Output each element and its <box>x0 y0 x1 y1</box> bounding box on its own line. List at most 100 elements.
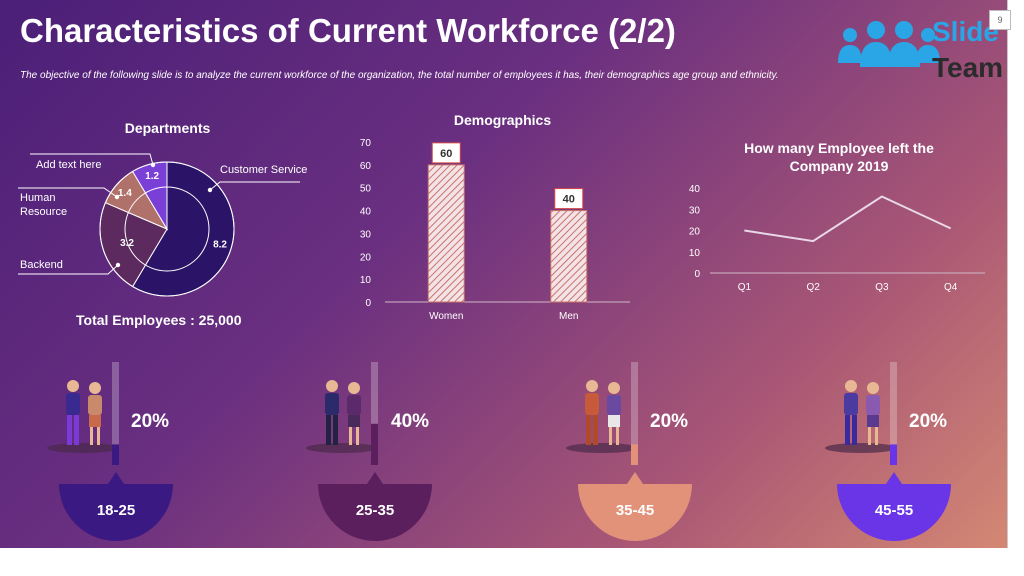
callout-dot-2 <box>114 194 120 200</box>
figure-skirt-b-3 <box>867 415 879 427</box>
figure-skirt-b-2 <box>608 415 620 427</box>
callout-line-human-resource <box>18 187 118 198</box>
figure-leg-a1-1 <box>326 415 331 445</box>
figure-leg-a2-3 <box>852 415 857 445</box>
age-half-disc-3 <box>837 484 951 541</box>
bar-ytick-2: 20 <box>360 252 372 263</box>
donut-value-label-0: 8.2 <box>213 240 227 251</box>
figure-leg-b1-1 <box>349 427 352 445</box>
bar-ytick-3: 30 <box>360 229 372 240</box>
figure-body-a-2 <box>585 393 599 415</box>
age-label-1: 18-25 <box>96 502 136 519</box>
donut-value-label-3: 1.2 <box>145 171 159 182</box>
figure-head-b-3 <box>867 382 879 394</box>
age-percent-2: 40% <box>391 411 430 432</box>
age-label-2: 25-35 <box>355 502 395 519</box>
figure-leg-b2-3 <box>875 427 878 445</box>
business-couple-icon <box>325 380 361 445</box>
figure-head-a-1 <box>326 380 338 392</box>
bar-value-label-0: 60 <box>440 148 452 160</box>
figure-leg-b1-0 <box>90 427 93 445</box>
figure-leg-a1-0 <box>67 415 72 445</box>
callout-human-resource-1: Human <box>20 192 56 204</box>
figure-head-b-2 <box>608 382 620 394</box>
line-xtick-3: Q4 <box>944 282 958 293</box>
bar-xtick-1: Men <box>559 311 578 322</box>
age-half-disc-0 <box>59 484 173 541</box>
age-pointer-0 <box>108 472 124 484</box>
figure-body-a-1 <box>325 393 339 415</box>
age-percent-1: 20% <box>131 411 170 432</box>
page-number: 9 <box>989 10 1011 30</box>
figure-body-a-0 <box>66 393 80 415</box>
age-bar-fill-0 <box>112 444 119 465</box>
demographics-title: Demographics <box>453 112 552 128</box>
bar-ytick-1: 10 <box>360 275 372 286</box>
age-percent-3: 20% <box>650 411 689 432</box>
age-pointer-3 <box>886 472 902 484</box>
figure-leg-a2-0 <box>74 415 79 445</box>
donut-outer-ring <box>99 161 235 297</box>
figure-leg-b1-2 <box>609 427 612 445</box>
figure-body-b-1 <box>347 395 361 415</box>
bar-0 <box>427 164 465 303</box>
callout-add-text: Add text here <box>36 159 102 171</box>
line-ytick-4: 40 <box>689 184 701 195</box>
departments-title: Departments <box>124 120 211 136</box>
bar-label-box-1 <box>554 188 584 210</box>
senior-couple-icon <box>844 380 880 445</box>
bar-ytick-0: 0 <box>365 298 371 309</box>
figure-skirt-b-0 <box>89 415 101 427</box>
figure-leg-a2-2 <box>593 415 598 445</box>
donut-value-label-2: 1.4 <box>118 188 132 199</box>
line-xtick-1: Q2 <box>806 282 820 293</box>
age-pointer-1 <box>367 472 383 484</box>
line-ytick-3: 30 <box>689 205 701 216</box>
logo-text-team: Team <box>932 52 1004 83</box>
figure-head-a-2 <box>586 380 598 392</box>
figure-body-b-2 <box>607 395 621 415</box>
age-bar-track-1 <box>371 362 378 465</box>
age-label-3: 35-45 <box>615 502 655 519</box>
callout-dot-0 <box>207 187 213 193</box>
donut-inner-ring <box>124 186 210 272</box>
attrition-title-line2: Company 2019 <box>789 158 889 174</box>
line-xtick-0: Q1 <box>738 282 752 293</box>
callout-dot-3 <box>115 262 121 268</box>
departments-donut-chart: 8.23.21.41.2 <box>18 153 300 297</box>
figure-leg-b2-1 <box>356 427 359 445</box>
bottom-margin <box>0 548 1024 576</box>
figure-leg-a2-1 <box>333 415 338 445</box>
bar-1 <box>550 210 588 303</box>
callout-line-backend <box>18 264 119 275</box>
right-margin <box>1008 0 1024 548</box>
figure-shadow-1 <box>306 443 378 453</box>
line-ytick-2: 20 <box>689 227 701 238</box>
figure-leg-b1-3 <box>868 427 871 445</box>
young-couple-icon <box>66 380 102 445</box>
bar-value-label-1: 40 <box>563 194 575 206</box>
figure-head-a-0 <box>67 380 79 392</box>
age-bar-track-2 <box>631 362 638 465</box>
callout-line-customer-service <box>209 181 300 191</box>
age-groups-graphic <box>47 362 951 541</box>
page-title: Characteristics of Current Workforce (2/… <box>20 12 676 49</box>
age-bar-track-3 <box>890 362 897 465</box>
figure-shadow-3 <box>825 443 897 453</box>
line-series <box>744 195 952 243</box>
age-half-disc-2 <box>578 484 692 541</box>
line-ytick-1: 10 <box>689 248 701 259</box>
figure-leg-b2-2 <box>616 427 619 445</box>
callout-human-resource-2: Resource <box>20 206 68 218</box>
figure-shadow-0 <box>47 443 119 453</box>
figure-head-b-1 <box>348 382 360 394</box>
figure-body-b-0 <box>88 395 102 415</box>
slide: Characteristics of Current Workforce (2/… <box>0 0 1008 548</box>
people-group-icon <box>838 21 940 67</box>
attrition-line-chart: 0 10 20 30 40 Q1 Q2 Q3 Q4 <box>689 184 985 293</box>
bar-label-box-0 <box>431 142 461 164</box>
demographics-bar-chart: 0 10 20 30 40 50 60 70 60 Women 40 Men <box>360 138 630 322</box>
age-bar-fill-2 <box>631 444 638 465</box>
age-pointer-2 <box>627 472 643 484</box>
attrition-title-line1: How many Employee left the <box>744 140 934 156</box>
